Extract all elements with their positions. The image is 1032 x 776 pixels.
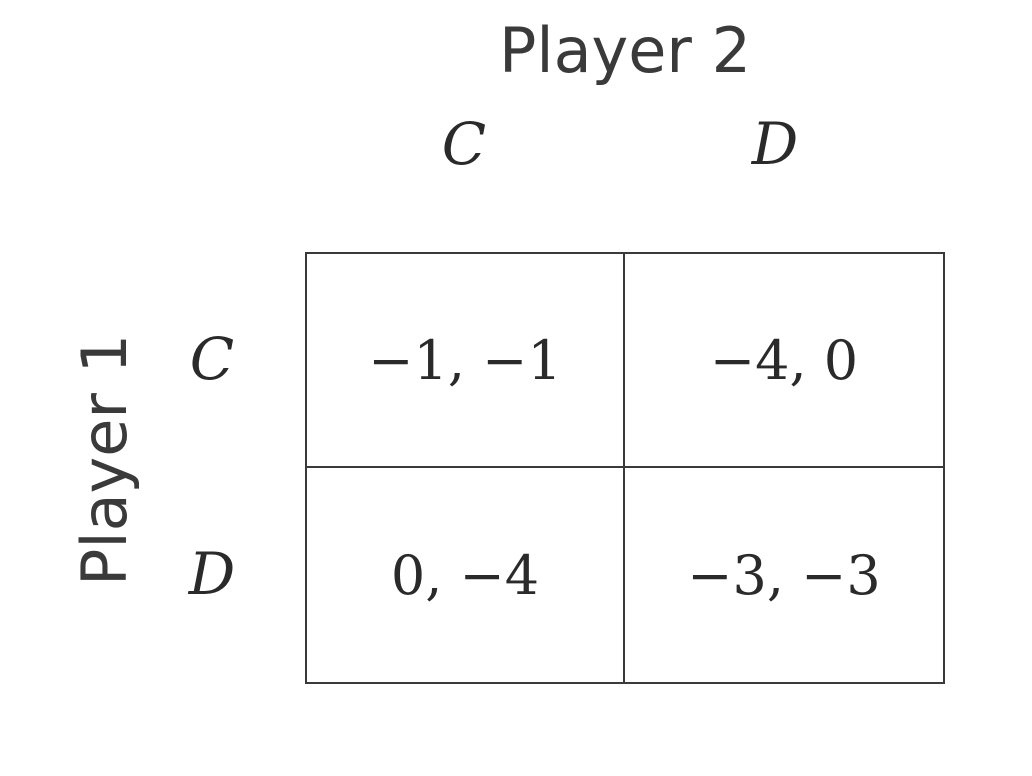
column-strategy-c: C xyxy=(441,110,487,178)
row-strategy-d: D xyxy=(188,540,236,608)
payoff-cell-dc: 0, −4 xyxy=(307,468,625,682)
payoff-cell-cd: −4, 0 xyxy=(625,254,943,468)
payoff-cell-dd: −3, −3 xyxy=(687,543,881,607)
row-strategy-c: C xyxy=(189,325,235,393)
column-strategy-d: D xyxy=(751,110,799,178)
player-2-label: Player 2 xyxy=(498,14,752,87)
payoff-matrix: −1, −1 −4, 0 0, −4 −3, −3 xyxy=(305,252,945,684)
payoff-cell-cc: −1, −1 xyxy=(307,254,625,468)
player-1-label: Player 1 xyxy=(68,333,141,587)
